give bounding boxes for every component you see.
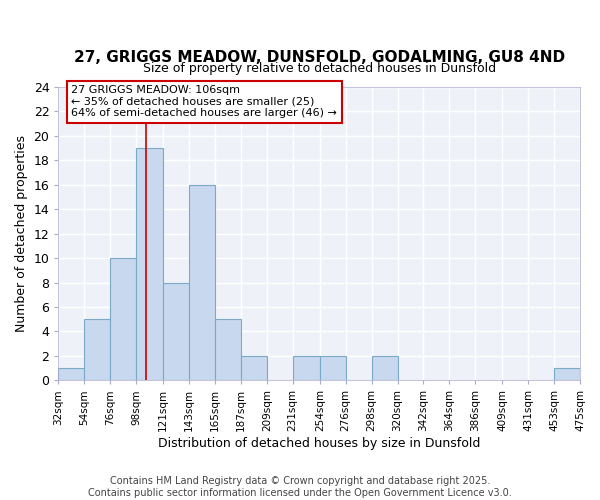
Bar bbox=[58, 368, 85, 380]
X-axis label: Distribution of detached houses by size in Dunsfold: Distribution of detached houses by size … bbox=[158, 437, 481, 450]
Bar bbox=[85, 319, 110, 380]
Bar bbox=[215, 319, 241, 380]
Bar bbox=[554, 368, 580, 380]
Text: 27 GRIGGS MEADOW: 106sqm
← 35% of detached houses are smaller (25)
64% of semi-d: 27 GRIGGS MEADOW: 106sqm ← 35% of detach… bbox=[71, 85, 337, 118]
Bar bbox=[136, 148, 163, 380]
Bar bbox=[293, 356, 320, 380]
Text: Size of property relative to detached houses in Dunsfold: Size of property relative to detached ho… bbox=[143, 62, 496, 76]
Bar bbox=[163, 282, 189, 380]
Bar bbox=[110, 258, 136, 380]
Bar bbox=[320, 356, 346, 380]
Bar bbox=[189, 185, 215, 380]
Bar bbox=[241, 356, 267, 380]
Title: 27, GRIGGS MEADOW, DUNSFOLD, GODALMING, GU8 4ND: 27, GRIGGS MEADOW, DUNSFOLD, GODALMING, … bbox=[74, 50, 565, 65]
Bar bbox=[371, 356, 398, 380]
Y-axis label: Number of detached properties: Number of detached properties bbox=[15, 135, 28, 332]
Text: Contains HM Land Registry data © Crown copyright and database right 2025.
Contai: Contains HM Land Registry data © Crown c… bbox=[88, 476, 512, 498]
